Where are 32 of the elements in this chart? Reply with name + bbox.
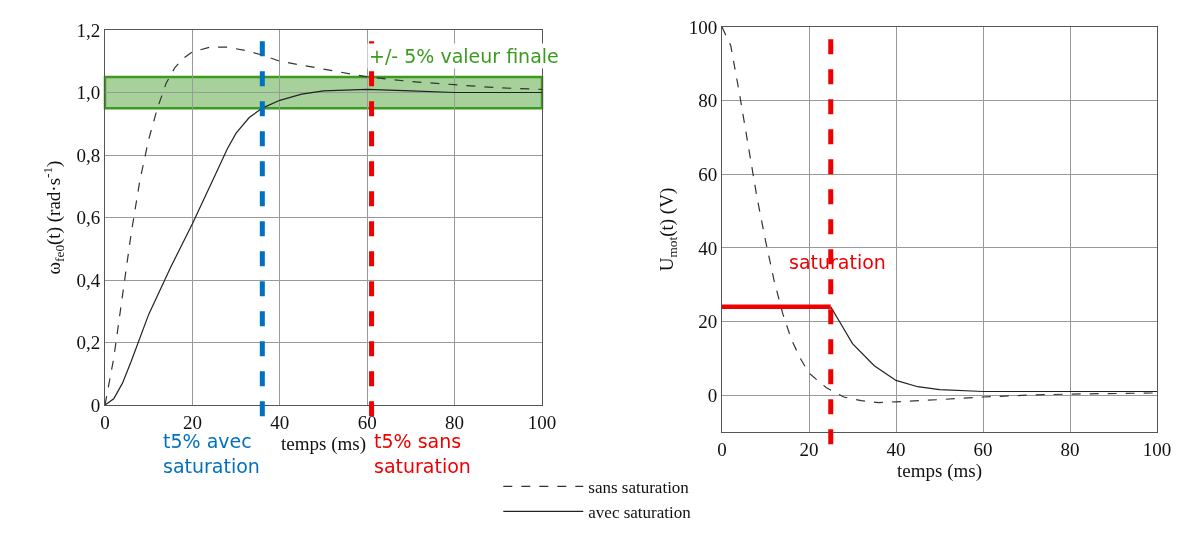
x-tick-label: 20 [799,438,819,460]
x-tick-label: 80 [1060,438,1080,460]
line-series [830,306,1157,393]
y-tick-label: 100 [688,16,718,38]
y-tick-label: 0,4 [76,269,101,291]
x-tick-label: 40 [270,411,290,433]
x-tick-label: 60 [973,438,993,460]
band-label: +/- 5% valeur finale [369,45,559,67]
y-tick-label: 80 [698,90,718,112]
legend-label: sans saturation [588,477,690,497]
y-tick-label: 0,2 [76,332,101,354]
y-tick-label: 20 [698,311,718,333]
y-tick-label: 0,6 [76,207,101,229]
x-tick-label: 100 [1142,438,1172,460]
legend-label: avec saturation [588,503,692,523]
y-tick-label: 60 [698,163,718,185]
x-tick-label: 80 [445,411,465,433]
y-tick-label: 1,2 [76,19,101,41]
x-tick-label: 100 [527,411,557,433]
annotation: saturation [789,251,886,273]
x-tick-label: 60 [357,411,377,433]
x-tick-label: 40 [886,438,906,460]
y-tick-label: 0,8 [76,144,101,166]
ref-line-label: t5% sans saturation [374,430,471,477]
y-tick-label: 40 [698,237,718,259]
y-tick-label: 0 [90,394,101,416]
x-axis-title: temps (ms) [897,459,982,482]
y-tick-label: 0 [707,384,718,406]
ref-line-label: t5% avec saturation [163,430,260,477]
x-tick-label: 20 [182,411,202,433]
y-tick-label: 1,0 [76,82,101,104]
x-axis-title: temps (ms) [281,432,366,455]
